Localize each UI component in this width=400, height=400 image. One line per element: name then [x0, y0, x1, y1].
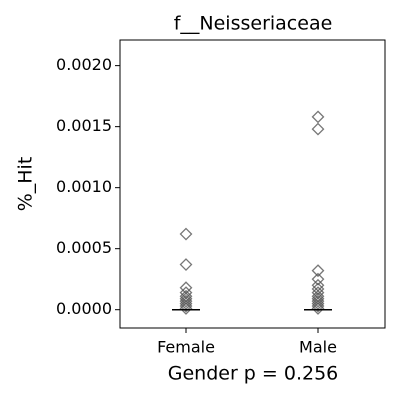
point	[179, 294, 193, 308]
point	[311, 122, 325, 136]
x-tick-label: Female	[157, 338, 215, 357]
x-tick-label: Male	[299, 338, 337, 357]
y-tick-label: 0.0015	[56, 116, 112, 135]
chart-title: f__Neisseriaceae	[174, 13, 333, 35]
y-tick-label: 0.0020	[56, 55, 112, 74]
point	[311, 289, 325, 303]
point	[311, 282, 325, 296]
point	[311, 110, 325, 124]
y-tick-label: 0.0000	[56, 299, 112, 318]
y-axis-label: %_Hit	[15, 157, 37, 212]
point	[179, 258, 193, 271]
point	[179, 289, 193, 303]
point	[179, 292, 193, 306]
y-tick-label: 0.0010	[56, 177, 112, 196]
plot-frame	[119, 39, 386, 329]
point	[179, 299, 193, 313]
point	[311, 292, 325, 306]
point	[311, 294, 325, 308]
point	[311, 272, 325, 286]
point	[179, 227, 193, 241]
point	[311, 302, 325, 315]
x-axis-label: Gender p = 0.256	[168, 363, 339, 385]
point	[311, 264, 325, 278]
y-tick-label: 0.0005	[56, 238, 112, 257]
point	[179, 302, 193, 315]
point	[311, 299, 325, 313]
